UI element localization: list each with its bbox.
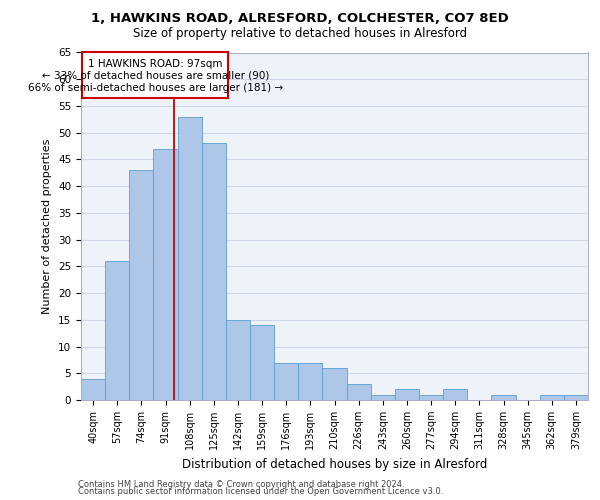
Bar <box>443 390 467 400</box>
Bar <box>540 394 564 400</box>
Bar <box>202 144 226 400</box>
Text: Contains public sector information licensed under the Open Government Licence v3: Contains public sector information licen… <box>78 488 443 496</box>
Bar <box>81 378 105 400</box>
Bar <box>298 362 322 400</box>
Bar <box>129 170 154 400</box>
Text: 66% of semi-detached houses are larger (181) →: 66% of semi-detached houses are larger (… <box>28 83 283 93</box>
Bar <box>371 394 395 400</box>
Bar <box>564 394 588 400</box>
Bar <box>274 362 298 400</box>
Bar <box>347 384 371 400</box>
Y-axis label: Number of detached properties: Number of detached properties <box>43 138 52 314</box>
Bar <box>154 148 178 400</box>
Text: ← 33% of detached houses are smaller (90): ← 33% of detached houses are smaller (90… <box>41 70 269 81</box>
Text: 1, HAWKINS ROAD, ALRESFORD, COLCHESTER, CO7 8ED: 1, HAWKINS ROAD, ALRESFORD, COLCHESTER, … <box>91 12 509 26</box>
Bar <box>491 394 515 400</box>
Bar <box>226 320 250 400</box>
Bar <box>395 390 419 400</box>
Text: Contains HM Land Registry data © Crown copyright and database right 2024.: Contains HM Land Registry data © Crown c… <box>78 480 404 489</box>
X-axis label: Distribution of detached houses by size in Alresford: Distribution of detached houses by size … <box>182 458 487 470</box>
Text: 1 HAWKINS ROAD: 97sqm: 1 HAWKINS ROAD: 97sqm <box>88 59 223 69</box>
Bar <box>419 394 443 400</box>
Bar <box>178 116 202 400</box>
Bar <box>105 261 129 400</box>
FancyBboxPatch shape <box>82 52 228 98</box>
Text: Size of property relative to detached houses in Alresford: Size of property relative to detached ho… <box>133 28 467 40</box>
Bar <box>250 325 274 400</box>
Bar <box>322 368 347 400</box>
